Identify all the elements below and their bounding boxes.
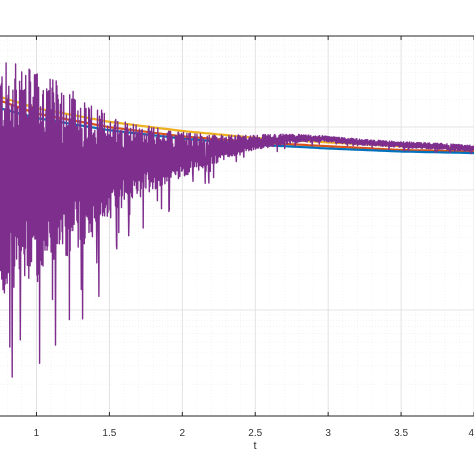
x-tick-label: 1 [34,428,40,439]
x-axis-label: t [253,440,256,452]
x-tick-label: 4 [468,428,474,439]
x-tick-label: 3.5 [394,428,408,439]
x-tick-label: 3 [325,428,331,439]
x-ticks: 1 1.5 2 2.5 3 3.5 4 [34,36,474,439]
series-layer [0,62,474,378]
x-tick-label: 2 [180,428,186,439]
x-tick-label: 2.5 [248,428,262,439]
series-line-3 [0,62,474,378]
x-tick-label: 1.5 [102,428,116,439]
